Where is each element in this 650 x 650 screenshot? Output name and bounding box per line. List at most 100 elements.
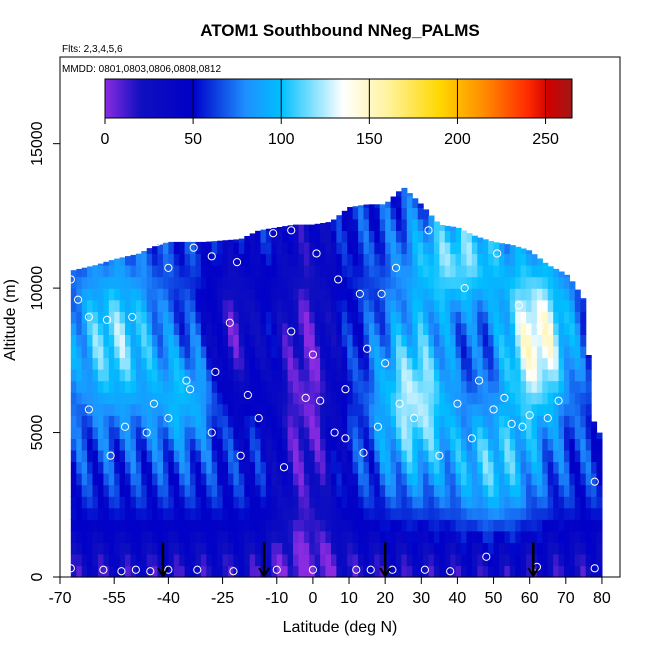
heatmap-cell <box>238 530 245 543</box>
heatmap-cell <box>152 311 159 324</box>
heatmap-cell <box>119 530 126 543</box>
heatmap-cell <box>206 473 213 486</box>
heatmap-cell <box>314 380 321 393</box>
heatmap-cell <box>455 345 462 359</box>
heatmap-cell <box>368 218 375 231</box>
heatmap-cell <box>336 230 343 243</box>
heatmap-cell <box>396 299 402 312</box>
heatmap-cell <box>190 334 197 347</box>
heatmap-cell <box>526 507 533 520</box>
heatmap-cell <box>211 265 218 278</box>
heatmap-cell <box>406 438 413 451</box>
heatmap-cell <box>336 449 343 463</box>
heatmap-cell <box>396 449 402 463</box>
heatmap-cell <box>217 345 224 359</box>
heatmap-cell <box>439 276 446 289</box>
heatmap-cell <box>347 230 354 243</box>
heatmap-cell <box>206 426 213 439</box>
colorbar-tick-label: 0 <box>101 131 110 148</box>
heatmap-cell <box>157 496 164 509</box>
heatmap-cell <box>282 415 289 428</box>
heatmap-cell <box>444 288 451 301</box>
heatmap-cell <box>368 415 375 428</box>
heatmap-cell <box>504 542 511 555</box>
heatmap-cell <box>255 530 262 543</box>
heatmap-cell <box>363 207 370 220</box>
heatmap-cell <box>428 426 435 439</box>
heatmap-cell <box>374 392 381 405</box>
heatmap-cell <box>352 565 359 578</box>
heatmap-cell <box>471 392 478 405</box>
heatmap-cell <box>135 345 142 359</box>
heatmap-cell <box>255 334 262 347</box>
heatmap-cell <box>520 248 527 254</box>
heatmap-cell <box>455 369 462 382</box>
heatmap-cell <box>152 415 159 428</box>
heatmap-cell <box>282 496 289 509</box>
heatmap-cell <box>515 299 522 312</box>
heatmap-cell <box>504 553 511 567</box>
observation-point <box>211 367 220 376</box>
heatmap-cell <box>314 473 321 486</box>
heatmap-cell <box>217 438 224 451</box>
heatmap-cell <box>260 484 267 497</box>
heatmap-cell <box>412 449 419 463</box>
heatmap-cell <box>509 265 516 278</box>
heatmap-cell <box>553 345 560 359</box>
heatmap-cell <box>396 461 402 474</box>
heatmap-cell <box>276 415 283 428</box>
heatmap-cell <box>92 484 99 497</box>
heatmap-cell <box>265 484 272 497</box>
heatmap-cell <box>341 357 348 370</box>
observation-point <box>507 419 516 428</box>
heatmap-cell <box>542 449 549 463</box>
heatmap-cell <box>331 415 337 428</box>
heatmap-cell <box>303 369 310 382</box>
heatmap-cell <box>211 334 218 347</box>
heatmap-cell <box>401 288 408 301</box>
heatmap-cell <box>309 542 316 555</box>
heatmap-cell <box>331 380 337 393</box>
heatmap-cell <box>146 345 153 359</box>
heatmap-cell <box>504 369 511 382</box>
heatmap-cell <box>103 415 110 428</box>
heatmap-cell <box>265 496 272 509</box>
heatmap-cell <box>206 449 213 463</box>
observation-point <box>185 385 195 394</box>
heatmap-cell <box>574 507 581 520</box>
heatmap-cell <box>396 334 402 347</box>
heatmap-cell <box>558 565 565 578</box>
heatmap-cell <box>499 530 505 543</box>
heatmap-cell <box>119 449 126 463</box>
heatmap-cell <box>493 403 500 416</box>
heatmap-cell <box>70 449 77 463</box>
heatmap-cell <box>238 322 245 335</box>
heatmap-cell <box>596 542 603 555</box>
heatmap-cell <box>585 507 592 520</box>
heatmap-cell <box>152 519 159 532</box>
heatmap-cell <box>314 507 321 520</box>
heatmap-cell <box>87 266 94 278</box>
heatmap-cell <box>466 233 473 243</box>
heatmap-cell <box>190 461 197 474</box>
heatmap-cell <box>265 507 272 520</box>
heatmap-cell <box>493 276 500 289</box>
heatmap-cell <box>260 288 267 301</box>
heatmap-cell <box>238 553 245 567</box>
heatmap-cell <box>368 461 375 474</box>
heatmap-cell <box>81 334 88 347</box>
heatmap-cell <box>130 415 137 428</box>
heatmap-cell <box>358 461 365 474</box>
heatmap-cell <box>195 426 202 439</box>
heatmap-cell <box>238 392 245 405</box>
heatmap-cell <box>368 253 375 266</box>
heatmap-cell <box>70 507 77 520</box>
heatmap-cell <box>363 369 370 382</box>
heatmap-cell <box>450 288 457 301</box>
heatmap-cell <box>228 334 234 347</box>
heatmap-cell <box>157 426 164 439</box>
heatmap-cell <box>157 299 164 312</box>
heatmap-cell <box>168 288 175 301</box>
heatmap-cell <box>471 530 478 543</box>
heatmap-cell <box>238 276 245 289</box>
